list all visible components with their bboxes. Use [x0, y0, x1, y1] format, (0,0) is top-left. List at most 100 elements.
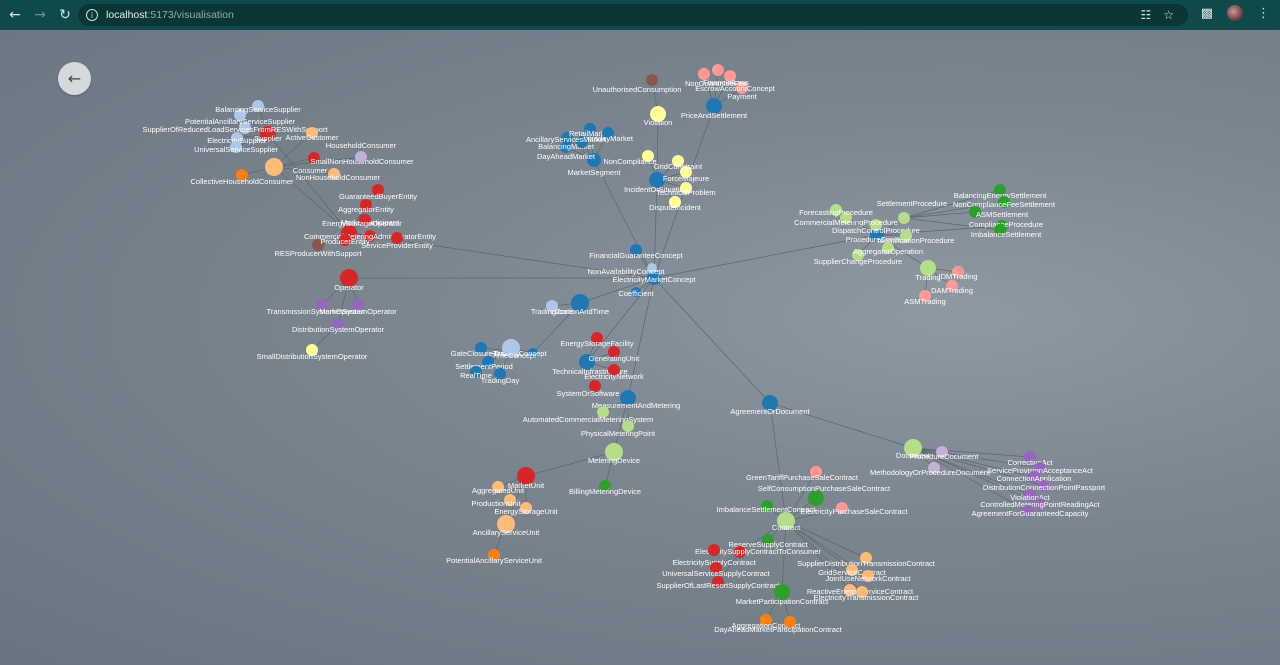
- graph-node-grid-constraint[interactable]: GridConstraint: [654, 155, 703, 171]
- node-circle[interactable]: [712, 576, 724, 588]
- node-circle[interactable]: [579, 354, 595, 370]
- node-circle[interactable]: [488, 549, 500, 561]
- node-circle[interactable]: [928, 462, 940, 474]
- graph-node-imbalance-settlement-contract[interactable]: ImbalanceSettlementContract: [717, 500, 817, 514]
- graph-node-dispatch-control-procedure[interactable]: DispatchControlProcedure: [832, 219, 920, 235]
- node-circle[interactable]: [589, 380, 601, 392]
- graph-node-consumer[interactable]: Consumer: [265, 158, 328, 176]
- graph-node-self-consumption-purchase-sale-contract[interactable]: SelfConsumptionPurchaseSaleContract: [758, 484, 891, 506]
- graph-node-procedure-concept[interactable]: ProcedureConcept: [846, 228, 909, 244]
- graph-node-idmtrading[interactable]: IDMTrading: [939, 266, 978, 281]
- node-circle[interactable]: [528, 348, 538, 358]
- node-circle[interactable]: [774, 584, 790, 600]
- node-circle[interactable]: [680, 182, 692, 194]
- graph-node-trading-concept[interactable]: TradingConcept: [493, 348, 547, 358]
- node-circle[interactable]: [946, 280, 958, 292]
- node-circle[interactable]: [706, 98, 722, 114]
- graph-node-potential-ancillary-service-supplier[interactable]: PotentialAncillaryServiceSupplier: [185, 109, 296, 126]
- graph-node-distribution-system-operator[interactable]: DistributionSystemOperator: [292, 319, 385, 334]
- node-circle[interactable]: [760, 614, 772, 626]
- graph-node-household-consumer[interactable]: HouseholdConsumer: [326, 141, 397, 163]
- node-circle[interactable]: [1038, 480, 1050, 492]
- node-circle[interactable]: [647, 263, 657, 273]
- graph-node-energy-storage-facility[interactable]: EnergyStorageFacility: [560, 332, 634, 348]
- reload-icon[interactable]: ↻: [59, 7, 71, 23]
- graph-node-settlement-procedure[interactable]: SettlementProcedure: [877, 199, 947, 224]
- graph-node-system-or-software[interactable]: SystemOrSoftware: [557, 380, 620, 398]
- address-bar[interactable]: i localhost:5173/visualisation ☷ ☆: [78, 4, 1188, 26]
- site-info-icon[interactable]: i: [86, 9, 98, 21]
- node-circle[interactable]: [470, 366, 482, 378]
- graph-node-trading[interactable]: Trading: [915, 260, 941, 282]
- node-circle[interactable]: [364, 230, 376, 242]
- node-circle[interactable]: [260, 126, 276, 142]
- node-circle[interactable]: [1024, 489, 1036, 501]
- graph-node-time-concept[interactable]: TimeConcept: [492, 339, 537, 360]
- node-circle[interactable]: [736, 82, 748, 94]
- node-circle[interactable]: [708, 544, 720, 556]
- node-circle[interactable]: [936, 446, 948, 458]
- node-circle[interactable]: [680, 166, 692, 178]
- node-circle[interactable]: [860, 552, 872, 564]
- node-circle[interactable]: [560, 141, 572, 153]
- node-circle[interactable]: [856, 586, 868, 598]
- graph-node-market-segment[interactable]: MarketSegment: [568, 153, 622, 177]
- bookmark-star-icon[interactable]: ☆: [1163, 8, 1174, 22]
- graph-node-supplier[interactable]: Supplier: [254, 126, 282, 143]
- graph-node-technical-infrastructure[interactable]: TechnicalInfrastructure: [552, 354, 628, 376]
- node-circle[interactable]: [1024, 451, 1036, 463]
- node-circle[interactable]: [642, 150, 654, 162]
- graph-node-aggregated-unit[interactable]: AggregatedUnit: [472, 481, 525, 495]
- node-circle[interactable]: [599, 480, 611, 492]
- graph-node-price-and-settlement[interactable]: PriceAndSettlement: [681, 98, 748, 120]
- node-circle[interactable]: [475, 342, 487, 354]
- node-circle[interactable]: [355, 151, 367, 163]
- node-circle[interactable]: [332, 319, 344, 331]
- graph-node-green-tariff-purchase-sale-contract[interactable]: GreenTariffPurchaseSaleContract: [746, 466, 859, 482]
- node-circle[interactable]: [591, 332, 603, 344]
- graph-node-market-participation-contract[interactable]: MarketParticipationContract: [736, 584, 829, 606]
- graph-node-electricity-transmission-contract[interactable]: ElectricityTransmissionContract: [814, 586, 920, 602]
- node-circle[interactable]: [870, 219, 882, 231]
- graph-node-damtrading[interactable]: DAMTrading: [931, 280, 973, 295]
- graph-node-non-availability-concept[interactable]: NonAvailabilityConcept: [588, 263, 666, 276]
- visualisation-canvas[interactable]: [0, 30, 1280, 665]
- graph-node-electricity-purchase-sale-contract[interactable]: ElectricityPurchaseSaleContract: [800, 502, 908, 516]
- graph-node-asmtrading[interactable]: ASMTrading: [904, 290, 946, 306]
- graph-node-escrow-account-concept[interactable]: EscrowAccountConcept: [695, 70, 776, 93]
- graph-node-identification-procedure[interactable]: IdentificationProcedure: [878, 230, 955, 245]
- node-circle[interactable]: [920, 260, 936, 276]
- graph-node-non-compliance[interactable]: NonCompliance: [603, 150, 657, 166]
- graph-node-grid-service-contract[interactable]: GridServiceContract: [818, 564, 887, 577]
- graph-node-transmission-system-operator[interactable]: TransmissionSystemOperator: [267, 299, 366, 316]
- node-circle[interactable]: [852, 249, 864, 261]
- graph-node-financial-guarantee-concept[interactable]: FinancialGuaranteeConcept: [589, 244, 684, 260]
- node-circle[interactable]: [239, 122, 251, 134]
- node-circle[interactable]: [372, 184, 384, 196]
- graph-node-technical-problem[interactable]: TechnicalProblem: [656, 182, 716, 197]
- node-circle[interactable]: [308, 152, 320, 164]
- node-circle[interactable]: [952, 266, 964, 278]
- graph-node-supplier-distribution-transmission-contract[interactable]: SupplierDistributionTransmissionContract: [797, 552, 936, 568]
- node-circle[interactable]: [306, 344, 318, 356]
- node-circle[interactable]: [608, 346, 620, 358]
- graph-node-billing-metering-device[interactable]: BillingMeteringDevice: [569, 480, 641, 496]
- graph-node-reserve-supply-contract[interactable]: ReserveSupplyContract: [728, 534, 809, 549]
- node-circle[interactable]: [608, 364, 620, 376]
- graph-node-controlled-metering-point-reading-act[interactable]: ControlledMeteringPointReadingAct: [980, 498, 1101, 510]
- graph-node-generating-unit[interactable]: GeneratingUnit: [589, 346, 640, 363]
- graph-node-potential-ancillary-service-unit[interactable]: PotentialAncillaryServiceUnit: [446, 549, 543, 565]
- node-circle[interactable]: [808, 490, 824, 506]
- graph-node-electricity-supply-contract-to-consumer[interactable]: ElectricitySupplyContractToConsumer: [695, 546, 821, 558]
- node-circle[interactable]: [576, 136, 588, 148]
- graph-node-incident-or-situation[interactable]: IncidentOrSituation: [624, 172, 688, 194]
- arrow-right-icon[interactable]: →: [34, 7, 46, 23]
- graph-node-trading-zone[interactable]: TradingZone: [531, 300, 573, 316]
- graph-node-universal-service-supply-contract[interactable]: UniversalServiceSupplyContract: [662, 562, 771, 578]
- node-circle[interactable]: [712, 64, 724, 76]
- node-circle[interactable]: [669, 196, 681, 208]
- node-circle[interactable]: [352, 299, 364, 311]
- graph-node-supplier-of-last-resort-supply-contract[interactable]: SupplierOfLastResortSupplyContract: [657, 576, 781, 590]
- node-circle[interactable]: [836, 502, 848, 514]
- graph-node-distribution-connection-point-passport[interactable]: DistributionConnectionPointPassport: [983, 480, 1106, 492]
